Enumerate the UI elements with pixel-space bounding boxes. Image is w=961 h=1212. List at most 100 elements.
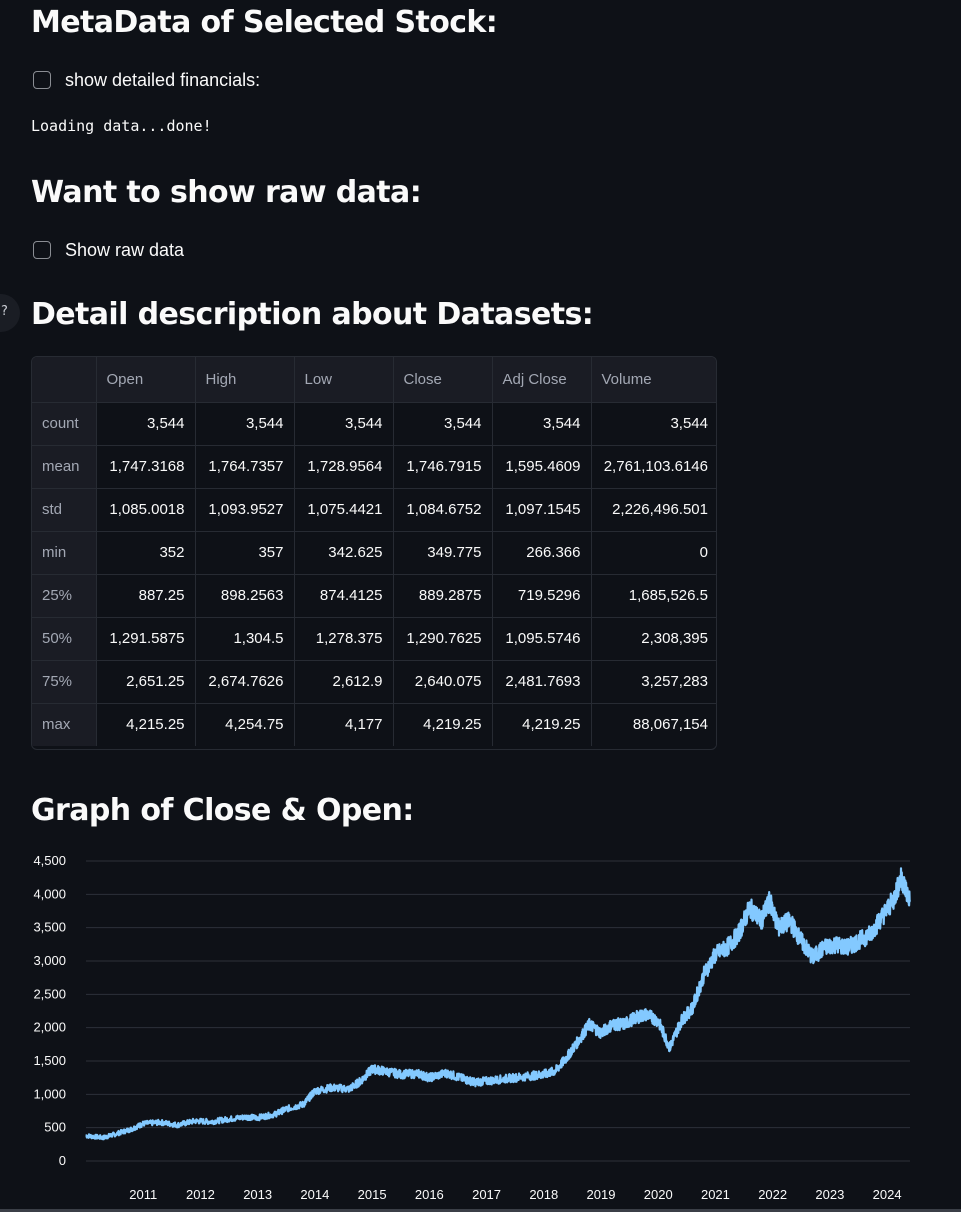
table-cell[interactable]: 719.5296 xyxy=(492,574,592,618)
table-cell[interactable]: 3,257,283 xyxy=(591,660,716,704)
table-cell[interactable]: 3,544 xyxy=(195,402,295,446)
column-header[interactable]: Open xyxy=(96,357,196,403)
checkbox-box[interactable] xyxy=(33,71,51,89)
table-cell[interactable]: 357 xyxy=(195,531,295,575)
table-cell[interactable]: 1,075.4421 xyxy=(294,488,394,532)
y-tick-label: 2,000 xyxy=(33,1020,66,1035)
y-tick-label: 1,000 xyxy=(33,1086,66,1101)
x-tick-label: 2011 xyxy=(129,1187,157,1202)
table-cell[interactable]: 266.366 xyxy=(492,531,592,575)
row-label[interactable]: count xyxy=(32,402,97,446)
x-tick-label: 2019 xyxy=(587,1187,616,1202)
x-tick-label: 2016 xyxy=(415,1187,444,1202)
table-cell[interactable]: 2,481.7693 xyxy=(492,660,592,704)
series-line xyxy=(85,867,911,1141)
table-cell[interactable]: 1,084.6752 xyxy=(393,488,493,532)
row-label[interactable]: 25% xyxy=(32,574,97,618)
table-row: mean 1,747.3168 1,764.7357 1,728.9564 1,746.… xyxy=(32,445,716,489)
table-cell[interactable]: 4,177 xyxy=(294,703,394,746)
metadata-title: MetaData of Selected Stock: xyxy=(31,5,498,40)
table-cell[interactable]: 3,544 xyxy=(294,402,394,446)
table-cell[interactable]: 1,304.5 xyxy=(195,617,295,661)
x-tick-label: 2012 xyxy=(186,1187,215,1202)
y-tick-label: 2,500 xyxy=(33,986,66,1001)
row-label[interactable]: max xyxy=(32,703,97,746)
checkbox-box[interactable] xyxy=(33,241,51,259)
column-header[interactable] xyxy=(32,357,97,403)
table-cell[interactable]: 1,595.4609 xyxy=(492,445,592,489)
table-cell[interactable]: 4,219.25 xyxy=(492,703,592,746)
table-cell[interactable]: 1,685,526.5 xyxy=(591,574,716,618)
table-header-row: Open High Low Close Adj Close Volume xyxy=(32,357,716,403)
table-cell[interactable]: 3,544 xyxy=(393,402,493,446)
sidebar-toggle-icon: ? xyxy=(1,304,8,319)
x-tick-label: 2024 xyxy=(873,1187,902,1202)
table-row: min 352 357 342.625 349.775 266.366 0 xyxy=(32,531,716,575)
x-tick-label: 2018 xyxy=(529,1187,558,1202)
table-cell[interactable]: 2,761,103.6146 xyxy=(591,445,716,489)
page-bottom-divider xyxy=(0,1209,961,1212)
table-cell[interactable]: 3,544 xyxy=(492,402,592,446)
y-tick-label: 1,500 xyxy=(33,1053,66,1068)
x-tick-label: 2020 xyxy=(644,1187,673,1202)
y-tick-label: 3,500 xyxy=(33,920,66,935)
column-header[interactable]: Adj Close xyxy=(492,357,592,403)
describe-title: Detail description about Datasets: xyxy=(31,297,594,332)
table-cell[interactable]: 88,067,154 xyxy=(591,703,716,746)
table-cell[interactable]: 1,093.9527 xyxy=(195,488,295,532)
row-label[interactable]: 50% xyxy=(32,617,97,661)
table-cell[interactable]: 1,728.9564 xyxy=(294,445,394,489)
row-label[interactable]: std xyxy=(32,488,97,532)
table-cell[interactable]: 898.2563 xyxy=(195,574,295,618)
table-cell[interactable]: 1,095.5746 xyxy=(492,617,592,661)
table-cell[interactable]: 1,291.5875 xyxy=(96,617,196,661)
loading-status-text: Loading data...done! xyxy=(31,117,212,135)
table-cell[interactable]: 889.2875 xyxy=(393,574,493,618)
column-header[interactable]: Close xyxy=(393,357,493,403)
column-header[interactable]: Low xyxy=(294,357,394,403)
describe-table[interactable]: Open High Low Close Adj Close Volume cou… xyxy=(31,356,717,750)
show-raw-data-checkbox[interactable]: Show raw data xyxy=(33,239,184,261)
table-cell[interactable]: 2,640.075 xyxy=(393,660,493,704)
x-tick-label: 2015 xyxy=(358,1187,387,1202)
column-header[interactable]: High xyxy=(195,357,295,403)
table-cell[interactable]: 1,085.0018 xyxy=(96,488,196,532)
show-financials-label: show detailed financials: xyxy=(65,69,261,90)
table-cell[interactable]: 874.4125 xyxy=(294,574,394,618)
table-cell[interactable]: 1,290.7625 xyxy=(393,617,493,661)
table-cell[interactable]: 1,097.1545 xyxy=(492,488,592,532)
table-cell[interactable]: 4,254.75 xyxy=(195,703,295,746)
table-cell[interactable]: 4,215.25 xyxy=(96,703,196,746)
row-label[interactable]: mean xyxy=(32,445,97,489)
table-cell[interactable]: 4,219.25 xyxy=(393,703,493,746)
table-cell[interactable]: 349.775 xyxy=(393,531,493,575)
table-cell[interactable]: 1,746.7915 xyxy=(393,445,493,489)
table-cell[interactable]: 887.25 xyxy=(96,574,196,618)
y-tick-label: 0 xyxy=(59,1153,66,1168)
table-cell[interactable]: 1,747.3168 xyxy=(96,445,196,489)
x-tick-label: 2022 xyxy=(758,1187,787,1202)
show-financials-checkbox[interactable]: show detailed financials: xyxy=(33,69,260,91)
close-open-line-chart[interactable]: 0 500 1,000 1,500 2,000 2,500 3,000 3,500 4,000 4… xyxy=(0,840,961,1209)
table-cell[interactable]: 352 xyxy=(96,531,196,575)
sidebar-toggle-button[interactable]: ? xyxy=(0,294,20,332)
table-cell[interactable]: 3,544 xyxy=(96,402,196,446)
table-row: count 3,544 3,544 3,544 3,544 3,544 3,544 xyxy=(32,402,716,446)
table-cell[interactable]: 1,278.375 xyxy=(294,617,394,661)
y-tick-label: 4,000 xyxy=(33,886,66,901)
table-cell[interactable]: 2,308,395 xyxy=(591,617,716,661)
table-cell[interactable]: 2,612.9 xyxy=(294,660,394,704)
table-cell[interactable]: 3,544 xyxy=(591,402,716,446)
column-header[interactable]: Volume xyxy=(591,357,716,403)
table-row: std 1,085.0018 1,093.9527 1,075.4421 1,084.6… xyxy=(32,488,716,532)
table-cell[interactable]: 0 xyxy=(591,531,716,575)
table-cell[interactable]: 342.625 xyxy=(294,531,394,575)
row-label[interactable]: 75% xyxy=(32,660,97,704)
table-cell[interactable]: 1,764.7357 xyxy=(195,445,295,489)
table-cell[interactable]: 2,651.25 xyxy=(96,660,196,704)
table-row: 75% 2,651.25 2,674.7626 2,612.9 2,640.075 2,4… xyxy=(32,660,716,704)
row-label[interactable]: min xyxy=(32,531,97,575)
graph-title: Graph of Close & Open: xyxy=(31,793,414,828)
table-cell[interactable]: 2,226,496.501 xyxy=(591,488,716,532)
table-cell[interactable]: 2,674.7626 xyxy=(195,660,295,704)
